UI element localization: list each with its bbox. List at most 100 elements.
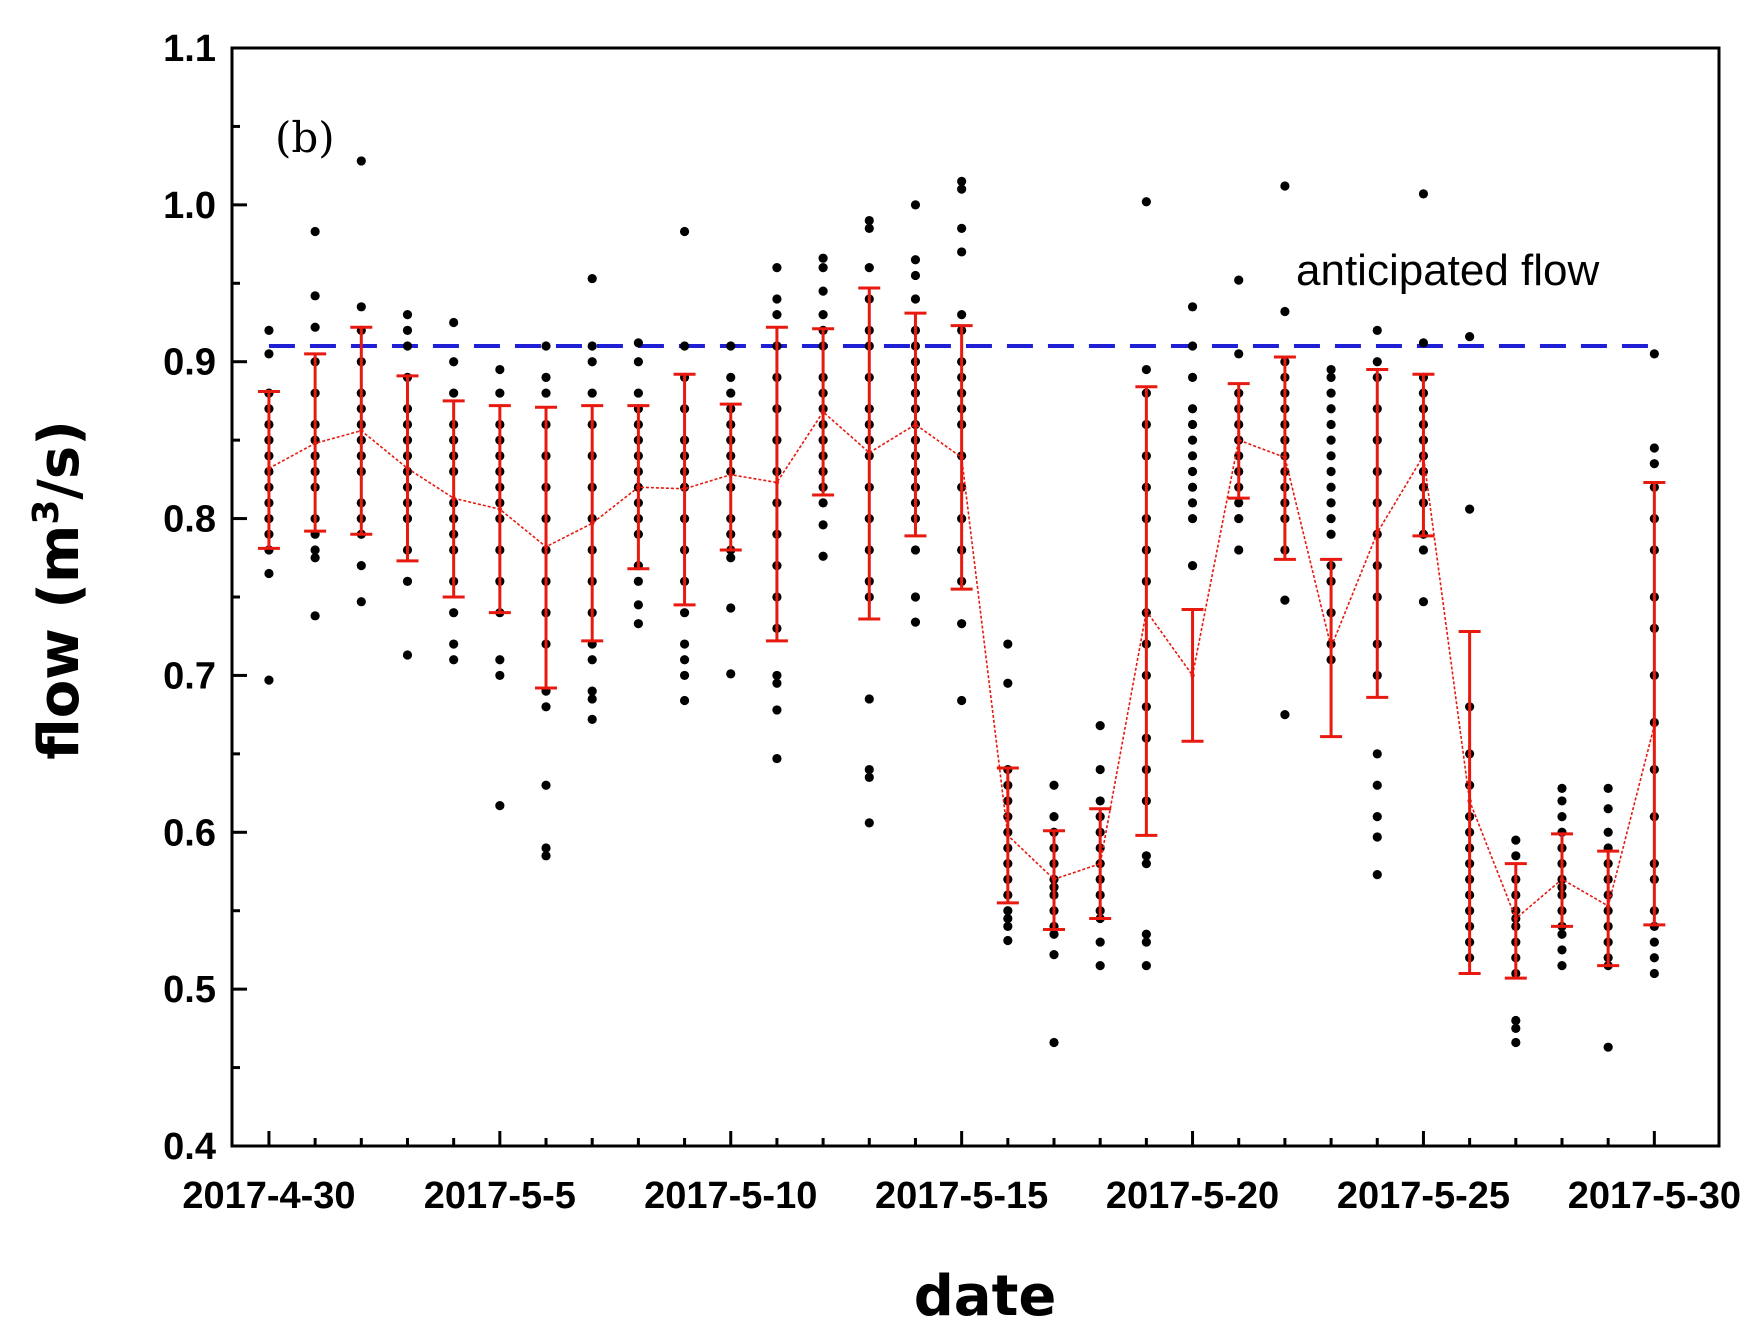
data-point-day23-5 <box>1326 435 1336 445</box>
data-point-day13-1 <box>864 223 874 233</box>
data-point-day26-0 <box>1465 332 1475 342</box>
data-point-day12-2 <box>818 286 828 296</box>
data-point-day21-0 <box>1234 275 1244 285</box>
data-point-day29-12 <box>1603 1042 1613 1052</box>
mean-marker-day20 <box>1190 673 1195 678</box>
y-tick-label-1: 0.5 <box>163 969 216 1011</box>
data-point-day4-13 <box>449 639 459 649</box>
data-point-day13-17 <box>864 764 874 775</box>
data-point-day12-0 <box>818 253 828 263</box>
data-point-day5-14 <box>495 801 505 811</box>
data-point-day29-2 <box>1603 827 1613 837</box>
data-point-day23-0 <box>1326 364 1336 375</box>
mean-marker-day7 <box>590 521 595 526</box>
data-point-day22-0 <box>1280 181 1290 191</box>
data-point-day10-13 <box>726 603 736 613</box>
x-tick-label-5: 2017-5-25 <box>1337 1175 1510 1217</box>
data-point-day20-3 <box>1187 404 1198 414</box>
data-point-day19-1 <box>1141 364 1151 375</box>
data-point-day30-17 <box>1649 953 1659 963</box>
mean-marker-day26 <box>1467 798 1472 804</box>
data-point-day12-3 <box>818 310 828 320</box>
data-point-day7-14 <box>587 694 597 704</box>
data-point-day19-17 <box>1141 859 1151 869</box>
panel-label: (b) <box>275 113 335 162</box>
data-point-day25-1 <box>1418 338 1429 348</box>
data-point-day28-0 <box>1557 783 1567 793</box>
data-point-day24-1 <box>1372 357 1382 367</box>
mean-marker-day29 <box>1605 903 1611 909</box>
data-point-day19-0 <box>1141 197 1151 207</box>
data-point-day11-15 <box>772 705 782 715</box>
x-tick-label-1: 2017-5-5 <box>424 1175 576 1217</box>
data-point-day9-13 <box>679 655 690 665</box>
data-point-day16-14 <box>1003 935 1013 946</box>
data-point-day19-18 <box>1141 929 1151 939</box>
mean-marker-day9 <box>682 486 687 491</box>
data-point-day3-1 <box>402 325 413 335</box>
data-point-day7-3 <box>587 388 597 398</box>
data-point-day22-1 <box>1280 306 1290 317</box>
data-point-day10-2 <box>726 388 736 398</box>
data-point-day3-14 <box>402 650 413 660</box>
data-point-day12-14 <box>818 498 828 508</box>
data-point-day8-15 <box>633 619 643 629</box>
data-point-day20-6 <box>1187 451 1198 461</box>
data-point-day28-13 <box>1557 961 1567 971</box>
mean-marker-day23 <box>1328 644 1334 650</box>
data-point-day27-12 <box>1511 1037 1521 1048</box>
data-point-day16-11 <box>1003 906 1013 916</box>
y-tick-label-6: 1.0 <box>163 185 216 227</box>
data-point-day16-13 <box>1003 921 1013 932</box>
data-point-day9-1 <box>679 341 690 351</box>
data-point-day16-0 <box>1003 639 1013 649</box>
data-point-day16-1 <box>1003 678 1013 688</box>
data-point-day1-13 <box>310 553 320 563</box>
plot-area <box>232 48 1719 1146</box>
mean-marker-day12 <box>820 409 826 415</box>
mean-marker-day22 <box>1282 455 1288 460</box>
data-point-day21-1 <box>1234 349 1244 359</box>
mean-marker-day24 <box>1375 530 1380 535</box>
data-point-day23-2 <box>1326 388 1336 398</box>
data-point-day23-6 <box>1326 451 1336 461</box>
data-point-day10-1 <box>726 372 736 382</box>
data-point-day6-1 <box>541 372 551 382</box>
mean-marker-day11 <box>774 480 780 485</box>
data-point-day6-2 <box>541 388 551 398</box>
data-point-day4-14 <box>449 655 459 665</box>
data-point-day2-13 <box>356 561 366 571</box>
data-point-day24-0 <box>1372 325 1382 335</box>
data-point-day12-1 <box>818 263 828 273</box>
data-point-day30-16 <box>1649 937 1659 947</box>
data-point-day15-16 <box>957 619 967 629</box>
axes-layer: 0.4 0.5 0.6 0.7 0.8 0.9 1.0 1.1 2017-4-30 2017-5-… <box>163 28 1741 1217</box>
mean-marker-day10 <box>728 472 733 477</box>
data-point-day5-0 <box>495 364 505 375</box>
data-point-day23-7 <box>1326 466 1336 477</box>
data-point-day18-12 <box>1095 961 1105 971</box>
data-point-day30-2 <box>1649 459 1659 469</box>
mean-marker-day2 <box>359 428 364 433</box>
data-point-day15-4 <box>957 310 967 320</box>
data-point-day14-19 <box>910 617 921 627</box>
y-axis-title-sup: 3 <box>26 500 67 525</box>
scatter-points-layer <box>264 156 1659 1052</box>
data-point-day23-11 <box>1326 529 1336 539</box>
data-point-day21-11 <box>1234 545 1244 555</box>
data-point-day23-8 <box>1326 482 1336 492</box>
data-point-day17-0 <box>1049 780 1059 790</box>
data-point-day6-14 <box>541 843 551 853</box>
data-point-day6-15 <box>541 851 551 861</box>
data-point-day24-14 <box>1372 812 1382 822</box>
data-point-day23-4 <box>1326 419 1336 430</box>
mean-marker-day16 <box>1005 833 1011 838</box>
data-point-day13-2 <box>864 263 874 273</box>
data-point-day15-17 <box>957 695 967 706</box>
mean-marker-day13 <box>867 450 872 455</box>
mean-marker-day28 <box>1559 877 1565 882</box>
data-point-day21-10 <box>1234 513 1244 524</box>
data-point-day4-1 <box>449 357 459 367</box>
mean-marker-day15 <box>959 455 964 460</box>
